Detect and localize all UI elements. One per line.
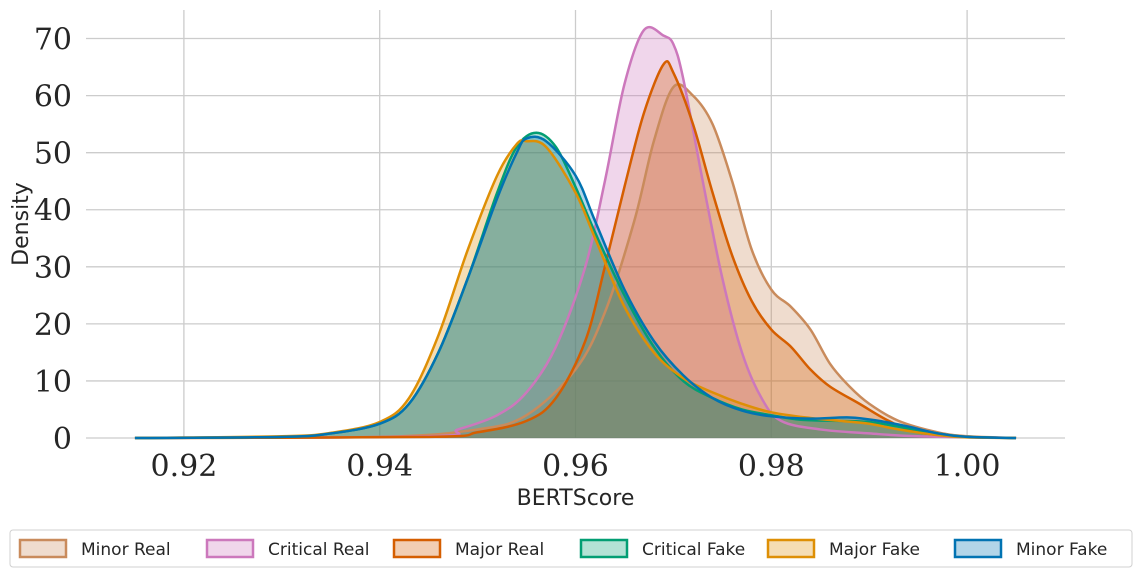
x-tick-label: 0.96 (542, 449, 609, 484)
legend-label: Major Real (455, 540, 544, 560)
legend-label: Critical Fake (642, 540, 745, 560)
area-major-fake (134, 140, 1017, 438)
x-tick-label: 0.94 (346, 449, 413, 484)
y-tick-label: 0 (53, 422, 72, 457)
line-minor-real (134, 83, 1017, 440)
legend-item-critical-fake: Critical Fake (579, 538, 745, 560)
legend-item-major-real: Major Real (392, 538, 544, 560)
tick-labels: 0 10 20 30 40 50 60 70 0.92 0.94 0.96 0.98 1.00 (34, 23, 1001, 484)
line-critical-real (134, 25, 1017, 440)
legend-label: Major Fake (829, 540, 920, 560)
x-axis-title: BERTScore (517, 486, 635, 511)
legend-label: Minor Fake (1016, 540, 1107, 560)
legend-item-major-fake: Major Fake (766, 538, 920, 560)
y-tick-label: 60 (34, 80, 72, 115)
legend-label: Minor Real (81, 540, 171, 560)
legend-swatch (766, 538, 816, 559)
legend-item-critical-real: Critical Real (205, 538, 370, 560)
area-critical-real (134, 27, 1017, 438)
line-major-real (134, 60, 1017, 440)
line-major-fake (134, 139, 1017, 440)
x-tick-label: 0.92 (151, 449, 218, 484)
area-critical-fake (134, 132, 1017, 438)
grid-lines (86, 10, 1065, 439)
legend-label: Critical Real (268, 540, 370, 560)
y-tick-label: 50 (34, 137, 72, 172)
y-axis-title: Density (9, 182, 34, 266)
y-tick-label: 40 (34, 194, 72, 229)
density-lines (134, 25, 1017, 440)
legend-swatch (392, 538, 442, 559)
legend-item-minor-fake: Minor Fake (953, 538, 1107, 560)
legend-swatch (18, 538, 68, 559)
x-tick-label: 0.98 (738, 449, 805, 484)
legend-item-minor-real: Minor Real (18, 538, 171, 560)
legend-swatch (953, 538, 1003, 559)
density-areas (134, 27, 1017, 438)
line-minor-fake (134, 135, 1017, 440)
y-tick-label: 30 (34, 251, 72, 286)
x-tick-label: 1.00 (934, 449, 1001, 484)
y-tick-label: 70 (34, 23, 72, 58)
y-tick-label: 10 (34, 365, 72, 400)
legend-swatch (205, 538, 255, 559)
legend: Minor Real Critical Real Major Real Critica… (9, 529, 1133, 568)
legend-swatch (579, 538, 629, 559)
area-minor-fake (134, 136, 1017, 438)
area-minor-real (134, 84, 1017, 438)
y-tick-label: 20 (34, 308, 72, 343)
legend-frame (9, 529, 1133, 568)
